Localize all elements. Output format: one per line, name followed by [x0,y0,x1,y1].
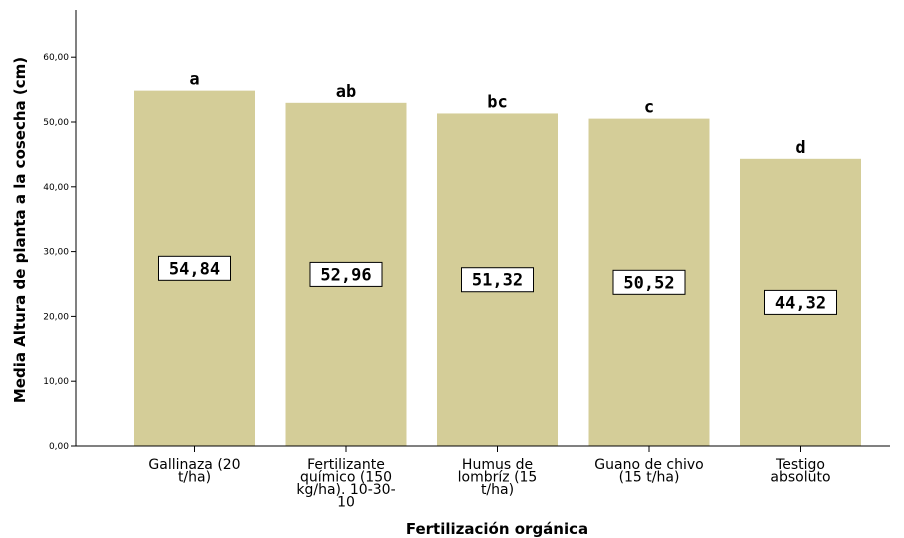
y-tick-label: 30,00 [43,248,69,258]
y-tick-label: 50,00 [43,118,69,128]
y-axis-title: Media Altura de planta a la cosecha (cm) [11,57,29,403]
data-label-box [612,269,686,295]
y-tick-label: 60,00 [43,53,69,63]
significance-letter: bc [487,92,507,112]
y-tick-label: 10,00 [43,377,69,387]
data-label-box [309,261,383,287]
y-axis: 0,00 10,00 20,00 30,00 40,00 50,00 60,00 [43,10,77,452]
data-label-box [461,267,534,293]
x-tick-label: Guano de chivo (15 t/ha) [594,457,703,486]
data-label: 54,84 [169,259,220,279]
significance-letter: ab [336,82,356,102]
y-tick-label: 0,00 [49,442,69,452]
x-tick-label: Gallinaza (20 t/ha) [148,457,240,486]
x-tick-label: Testigo absoluto [770,457,830,486]
data-labels-group: a 54,84 ab 52,96 bc 51,32 c 50,52 d 44,32 [158,70,837,315]
data-label: 51,32 [472,271,523,291]
significance-letter: a [189,70,199,90]
data-label-box [764,289,837,315]
y-tick-label: 20,00 [43,312,69,322]
data-label: 44,32 [775,293,826,313]
x-axis: Gallinaza (20 t/ha) Fertilizante químico (1… [76,445,890,511]
y-tick-label: 40,00 [43,183,69,193]
significance-letter: c [644,98,654,118]
significance-letter: d [795,138,805,158]
data-label: 50,52 [623,273,674,293]
data-label: 52,96 [320,265,371,285]
data-label-box [158,255,231,281]
x-tick-label: Humus de lombríz (15 t/ha) [458,457,538,498]
x-axis-title: Fertilización orgánica [406,520,588,538]
x-tick-label: Fertilizante químico (150 kg/ha). 10-30-10 [296,457,395,511]
